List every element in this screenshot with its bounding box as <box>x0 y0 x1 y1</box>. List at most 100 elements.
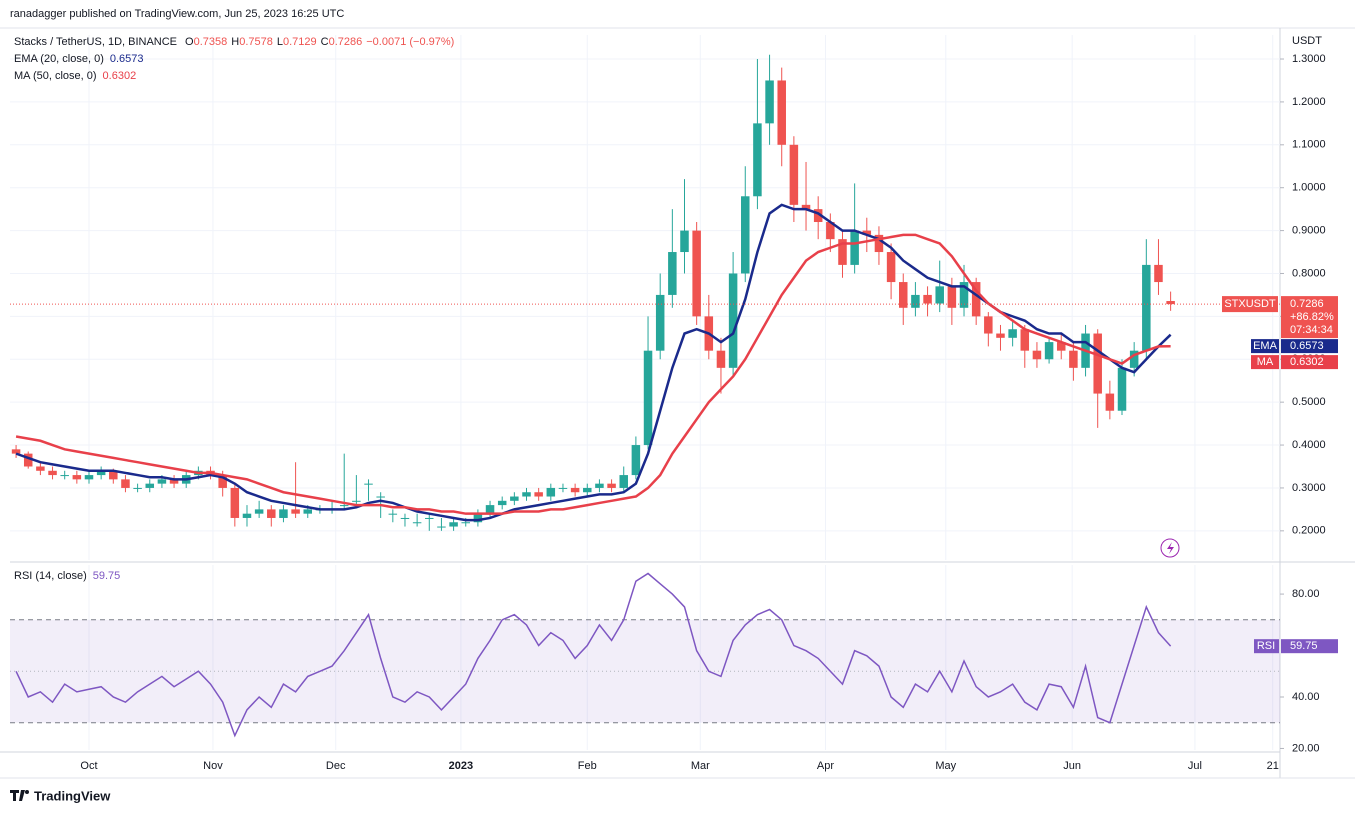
y-tick-label: 20.00 <box>1292 742 1320 754</box>
x-tick-label: May <box>935 760 956 772</box>
candle-body <box>388 513 398 515</box>
candle-body <box>522 492 531 497</box>
x-tick-label: Oct <box>80 760 97 772</box>
candle-body <box>789 144 799 205</box>
candle-body <box>1166 301 1175 305</box>
candle-body <box>109 470 118 480</box>
y-tick-label: 0.2000 <box>1292 525 1326 537</box>
legend-entry: EMA (20, close, 0) 0.6573 <box>14 53 144 65</box>
candle-body <box>765 80 774 124</box>
candle-body <box>84 475 94 480</box>
rsi-line <box>15 572 1172 738</box>
candle-body <box>36 466 45 471</box>
candle-body <box>862 230 872 235</box>
candle-body <box>449 522 458 527</box>
candle-body <box>668 252 677 295</box>
candle-body <box>741 196 750 274</box>
candle-body <box>352 500 361 502</box>
candle-body <box>874 234 884 253</box>
series-tag-bg <box>1254 639 1279 654</box>
candle-body <box>473 513 483 523</box>
x-tick-label: Jul <box>1188 760 1202 772</box>
candle-body <box>497 500 507 506</box>
legend-name: EMA (20, close, 0) <box>14 53 104 65</box>
candle-body <box>400 517 410 519</box>
candle-body <box>461 522 470 524</box>
candle-body <box>570 487 580 493</box>
candle-body <box>96 470 106 476</box>
candle-body <box>728 273 738 368</box>
candle-body <box>1069 350 1078 368</box>
series-tag-value: 59.75 <box>1290 640 1318 652</box>
candle-body <box>595 483 604 488</box>
candle-body <box>121 479 130 488</box>
y-tick-label: 0.4000 <box>1292 439 1326 451</box>
price-tag-name: STXUSDT <box>1224 298 1276 310</box>
series-tag-name: EMA <box>1253 340 1278 352</box>
ohlc-label: L <box>277 36 283 48</box>
x-tick-label: Apr <box>817 760 834 772</box>
candle-body <box>680 230 689 253</box>
candle-body <box>1020 329 1030 351</box>
y-tick-label: 0.3000 <box>1292 482 1326 494</box>
candle-body <box>886 252 896 283</box>
axis-unit: USDT <box>1292 35 1322 47</box>
legend-value: 59.75 <box>93 570 121 582</box>
series-tag-bg <box>1251 339 1279 354</box>
candle-body <box>753 123 762 197</box>
ohlc-value: 0.7286 <box>329 36 363 48</box>
candle-body <box>303 509 313 514</box>
legend-value: 0.6573 <box>110 53 144 65</box>
candle-body <box>583 487 592 493</box>
candle-body <box>546 487 556 497</box>
candle-body <box>23 453 33 467</box>
candle-body <box>971 282 981 317</box>
candle-body <box>437 526 446 528</box>
candle-body <box>935 286 944 304</box>
candle-body <box>267 509 276 518</box>
logo: TradingView <box>10 788 111 803</box>
y-tick-label: 0.8000 <box>1292 267 1326 279</box>
series-tag-name: MA <box>1257 356 1274 368</box>
series-tag-bg <box>1281 639 1338 654</box>
candle-body <box>607 483 616 488</box>
candle-body <box>996 333 1005 338</box>
candle-body <box>643 350 653 446</box>
candle-body <box>619 475 628 488</box>
alert-icon[interactable] <box>1160 538 1180 558</box>
series-tag-bg <box>1281 339 1338 354</box>
legend-entry: RSI (14, close) 59.75 <box>14 570 120 582</box>
candle-body <box>716 350 726 368</box>
x-tick-label: 2023 <box>449 760 473 772</box>
y-tick-label: 40.00 <box>1292 691 1320 703</box>
candle-body <box>1105 393 1115 411</box>
candle-body <box>11 449 21 454</box>
candle-body <box>242 513 252 518</box>
candle-body <box>1056 342 1066 351</box>
x-tick-label: 21 <box>1267 760 1279 772</box>
candle-body <box>947 286 957 308</box>
candle-body <box>169 479 179 484</box>
moving-average-line <box>15 203 1172 522</box>
candle-body <box>692 230 701 317</box>
candle-body <box>364 483 373 485</box>
candle-body <box>558 487 568 489</box>
ohlc-label: H <box>231 36 239 48</box>
candle-body <box>655 294 665 351</box>
x-tick-label: Feb <box>578 760 597 772</box>
x-tick-label: Dec <box>326 760 346 772</box>
candle-body <box>485 505 495 514</box>
legend-header: Stacks / TetherUS, 1D, BINANCE O0.7358 H0.… <box>14 36 454 48</box>
candle-body <box>1154 264 1163 283</box>
candle-body <box>1008 329 1017 338</box>
candle-body <box>425 517 434 519</box>
y-tick-label: 1.3000 <box>1292 53 1326 65</box>
candle-body <box>899 282 908 308</box>
candle-body <box>923 294 932 304</box>
ohlc-value: 0.7129 <box>283 36 317 48</box>
ohlc-label: C <box>321 36 329 48</box>
alert-bolt <box>1167 542 1174 554</box>
candle-body <box>1117 367 1127 411</box>
